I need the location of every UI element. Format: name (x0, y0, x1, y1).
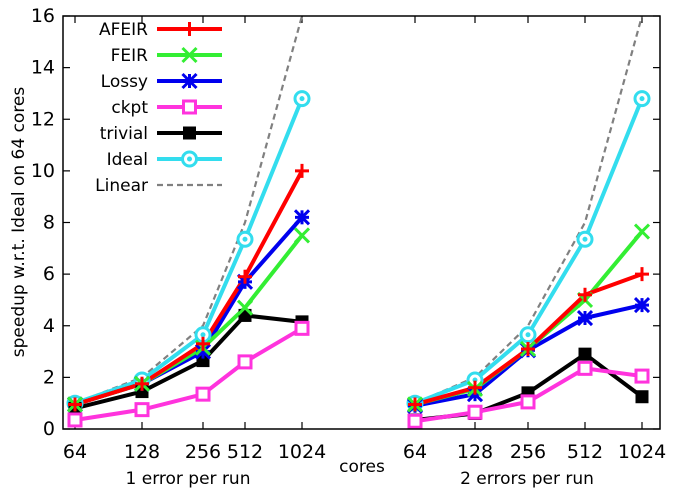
x-tick-label: 1024 (618, 441, 666, 463)
series-line-feir (414, 230, 644, 407)
data-point-ideal (236, 230, 254, 248)
data-point-afeir (635, 267, 649, 282)
data-point-afeir (521, 341, 535, 356)
data-point-ckpt (407, 413, 423, 429)
y-tick-label: 14 (31, 57, 55, 79)
data-point-ckpt (634, 368, 650, 384)
x-axis-label: cores (339, 457, 385, 477)
y-axis-label: speedup w.r.t. Ideal on 64 cores (9, 87, 29, 358)
legend-marker (181, 150, 198, 168)
tick-labels: 0 2 4 6 8 10 12 14 16 64 128 256 512 1024 64 128 256 512 1… (31, 5, 666, 463)
legend-item-trivial: trivial (100, 124, 222, 144)
plot-frame (62, 15, 661, 430)
legend-label: Lossy (101, 72, 148, 92)
x-tick-label: 64 (403, 441, 427, 463)
legend-marker (181, 72, 198, 90)
y-tick-label: 12 (31, 108, 55, 130)
x-tick-label: 512 (567, 441, 603, 463)
data-point-lossy (576, 309, 594, 327)
legend: AFEIR FEIR Lossy ckpt trivial Ideal Linear (95, 20, 222, 196)
y-tick-label: 4 (43, 315, 55, 337)
data-point-afeir (295, 163, 309, 178)
data-point-afeir (196, 336, 210, 351)
data-point-ckpt (520, 394, 536, 410)
legend-label: Ideal (107, 150, 148, 170)
data-point-feir (293, 227, 311, 244)
legend-marker (182, 22, 197, 36)
data-point-lossy (293, 209, 311, 226)
legend-label: trivial (100, 124, 148, 144)
data-point-afeir (408, 397, 422, 412)
y-tick-label: 16 (31, 5, 55, 27)
legend-item-feir: FEIR (111, 46, 222, 66)
data-point-lossy (633, 297, 651, 314)
x-tick-label: 64 (63, 441, 87, 463)
legend-label: FEIR (111, 46, 149, 66)
x-tick-label: 512 (227, 441, 263, 463)
legend-label: ckpt (111, 98, 148, 118)
y-tick-label: 2 (43, 366, 55, 388)
series-line-linear (74, 16, 304, 405)
legend-item-ideal: Ideal (107, 150, 222, 170)
data-point-trivial (578, 347, 592, 361)
y-tick-label: 8 (43, 212, 55, 234)
data-point-feir (633, 223, 651, 240)
x-tick-label: 256 (185, 441, 221, 463)
legend-item-afeir: AFEIR (99, 20, 222, 40)
x-tick-label: 1024 (278, 441, 326, 463)
y-tick-label: 6 (43, 263, 55, 285)
data-point-afeir (578, 287, 592, 302)
data-point-trivial (635, 390, 649, 404)
data-point-afeir (238, 269, 252, 284)
legend-marker (181, 46, 198, 64)
data-point-ideal (633, 90, 651, 108)
group-label-2-errors: 2 errors per run (460, 469, 594, 489)
data-point-afeir (135, 376, 149, 391)
x-tick-label: 256 (510, 441, 546, 463)
series-markers (66, 90, 651, 429)
y-tick-label: 0 (43, 418, 55, 440)
group-label-1-error: 1 error per run (126, 469, 251, 489)
data-point-ckpt (577, 360, 593, 376)
legend-marker (183, 126, 196, 140)
x-tick-label: 128 (457, 441, 493, 463)
data-point-ideal (293, 90, 311, 108)
axis-ticks (63, 15, 660, 430)
data-point-ideal (519, 326, 537, 344)
data-point-ckpt (294, 320, 310, 336)
data-point-afeir (68, 397, 82, 412)
y-tick-label: 10 (31, 160, 55, 182)
data-point-feir (236, 299, 254, 316)
data-point-ckpt (134, 402, 150, 418)
data-point-afeir (468, 380, 482, 395)
legend-item-linear: Linear (95, 176, 222, 196)
series-line-lossy (74, 216, 304, 407)
data-point-ckpt (67, 412, 83, 428)
legend-item-lossy: Lossy (101, 72, 222, 92)
legend-label: AFEIR (99, 20, 148, 40)
data-point-ckpt (467, 404, 483, 420)
data-point-ckpt (237, 354, 253, 370)
series-line-ideal (414, 97, 644, 406)
series-line-ckpt (74, 326, 304, 422)
data-point-ckpt (195, 386, 211, 402)
data-point-ideal (576, 230, 594, 248)
legend-marker (182, 99, 197, 115)
series-lines (74, 16, 644, 424)
legend-item-ckpt: ckpt (111, 98, 222, 118)
legend-label: Linear (95, 176, 148, 196)
x-tick-label: 128 (124, 441, 160, 463)
